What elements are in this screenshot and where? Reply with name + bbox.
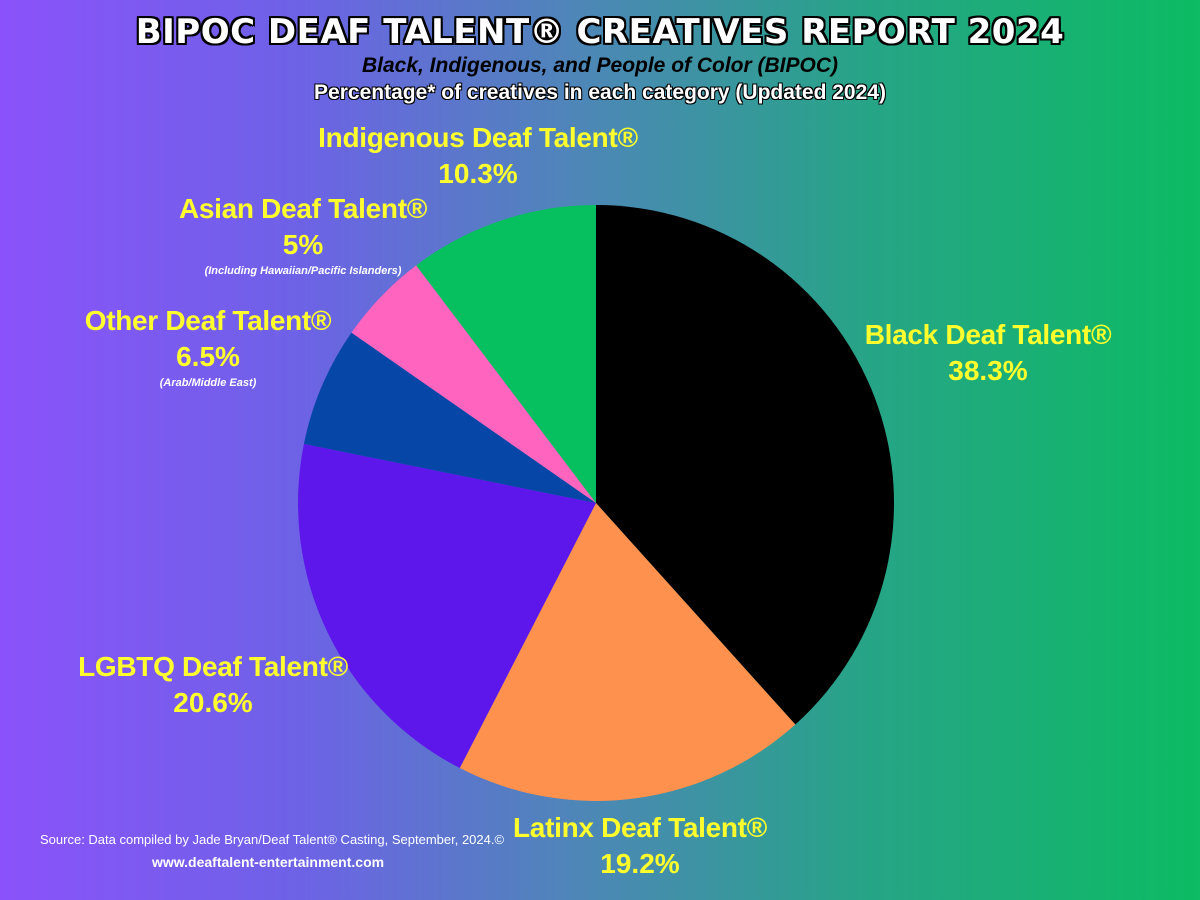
pie-slice-indigenous xyxy=(416,205,596,503)
pie-slice-latinx xyxy=(459,503,796,802)
pie-slice-black xyxy=(596,205,894,725)
slice-label-black: Black Deaf Talent® 38.3% xyxy=(865,318,1112,390)
website-link[interactable]: www.deaftalent-entertainment.com xyxy=(152,854,385,870)
slice-label-latinx: Latinx Deaf Talent® 19.2% xyxy=(513,811,767,883)
slice-percent: 20.6% xyxy=(173,687,253,718)
slice-percent: 5% xyxy=(282,229,324,260)
slice-name: Latinx Deaf Talent® xyxy=(512,812,768,843)
slice-percent: 6.5% xyxy=(176,341,240,372)
slice-label-lgbtq: LGBTQ Deaf Talent® 20.6% xyxy=(78,650,348,722)
chart-subtitle: Black, Indigenous, and People of Color (… xyxy=(361,54,839,77)
slice-label-asian: Asian Deaf Talent® 5% (Including Hawaiia… xyxy=(179,192,427,278)
slice-percent: 38.3% xyxy=(948,355,1028,386)
slice-name: LGBTQ Deaf Talent® xyxy=(78,651,348,682)
pie-slice-other xyxy=(303,332,596,503)
slice-name: Indigenous Deaf Talent® xyxy=(318,122,638,153)
slice-percent: 10.3% xyxy=(438,158,518,189)
slice-label-other: Other Deaf Talent® 6.5% (Arab/Middle Eas… xyxy=(85,304,332,390)
slice-note: (Arab/Middle East) xyxy=(159,377,257,389)
chart-title: BIPOC DEAF TALENT® CREATIVES REPORT 2024 xyxy=(135,12,1065,52)
slice-name: Other Deaf Talent® xyxy=(84,305,332,336)
pie-slice-lgbtq xyxy=(298,443,596,769)
slice-label-indigenous: Indigenous Deaf Talent® 10.3% xyxy=(318,121,638,193)
slice-name: Black Deaf Talent® xyxy=(864,319,1112,350)
source-note: Source: Data compiled by Jade Bryan/Deaf… xyxy=(40,832,505,847)
chart-description: Percentage* of creatives in each categor… xyxy=(314,81,886,104)
slice-percent: 19.2% xyxy=(600,848,680,879)
slice-note: (Including Hawaiian/Pacific Islanders) xyxy=(204,265,402,277)
pie-slice-asian xyxy=(351,265,596,503)
slice-name: Asian Deaf Talent® xyxy=(178,193,428,224)
